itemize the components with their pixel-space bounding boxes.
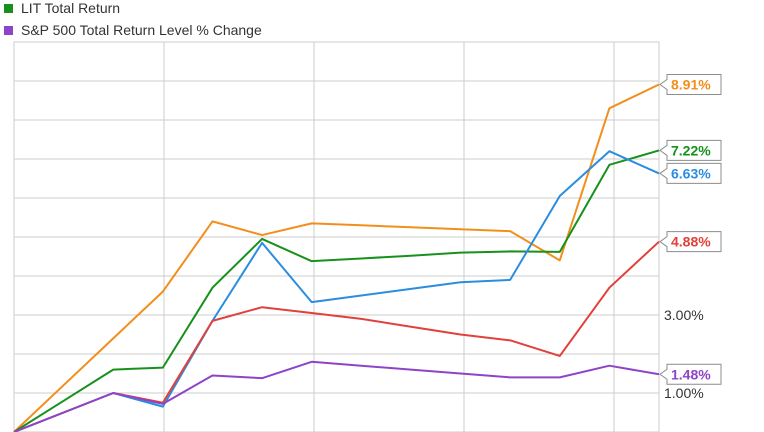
grid-lines (13, 41, 660, 432)
y-axis: 1.00% 3.00% (664, 307, 704, 401)
series-line-1 (13, 149, 660, 432)
end-label-box (659, 139, 722, 161)
series-lines (13, 83, 660, 432)
end-label-box (659, 231, 722, 253)
end-label-box (659, 162, 722, 184)
y-tick-label: 3.00% (664, 307, 704, 323)
end-label-2: 6.63% (659, 162, 722, 184)
end-label-box (659, 74, 722, 96)
end-label-text: 8.91% (671, 77, 711, 93)
end-label-text: 7.22% (671, 142, 711, 158)
end-value-labels: 8.91% 7.22% 6.63% 4.88% 1.48% (659, 74, 722, 385)
end-label-4: 1.48% (659, 363, 722, 385)
series-line-2 (13, 150, 660, 432)
legend-label-lit: LIT Total Return (21, 0, 121, 16)
end-label-text: 6.63% (671, 165, 711, 181)
legend-swatch-lit (4, 4, 13, 13)
legend-swatch-sp500 (4, 26, 13, 35)
series-line-3 (13, 240, 660, 432)
end-label-0: 8.91% (659, 74, 722, 96)
end-label-3: 4.88% (659, 231, 722, 253)
end-label-box (659, 363, 722, 385)
end-label-1: 7.22% (659, 139, 722, 161)
end-label-text: 4.88% (671, 234, 711, 250)
legend-label-sp500: S&P 500 Total Return Level % Change (21, 22, 262, 38)
series-line-0 (13, 83, 660, 432)
y-tick-label: 1.00% (664, 385, 704, 401)
series-line-4 (13, 360, 660, 432)
end-label-text: 1.48% (671, 366, 711, 382)
